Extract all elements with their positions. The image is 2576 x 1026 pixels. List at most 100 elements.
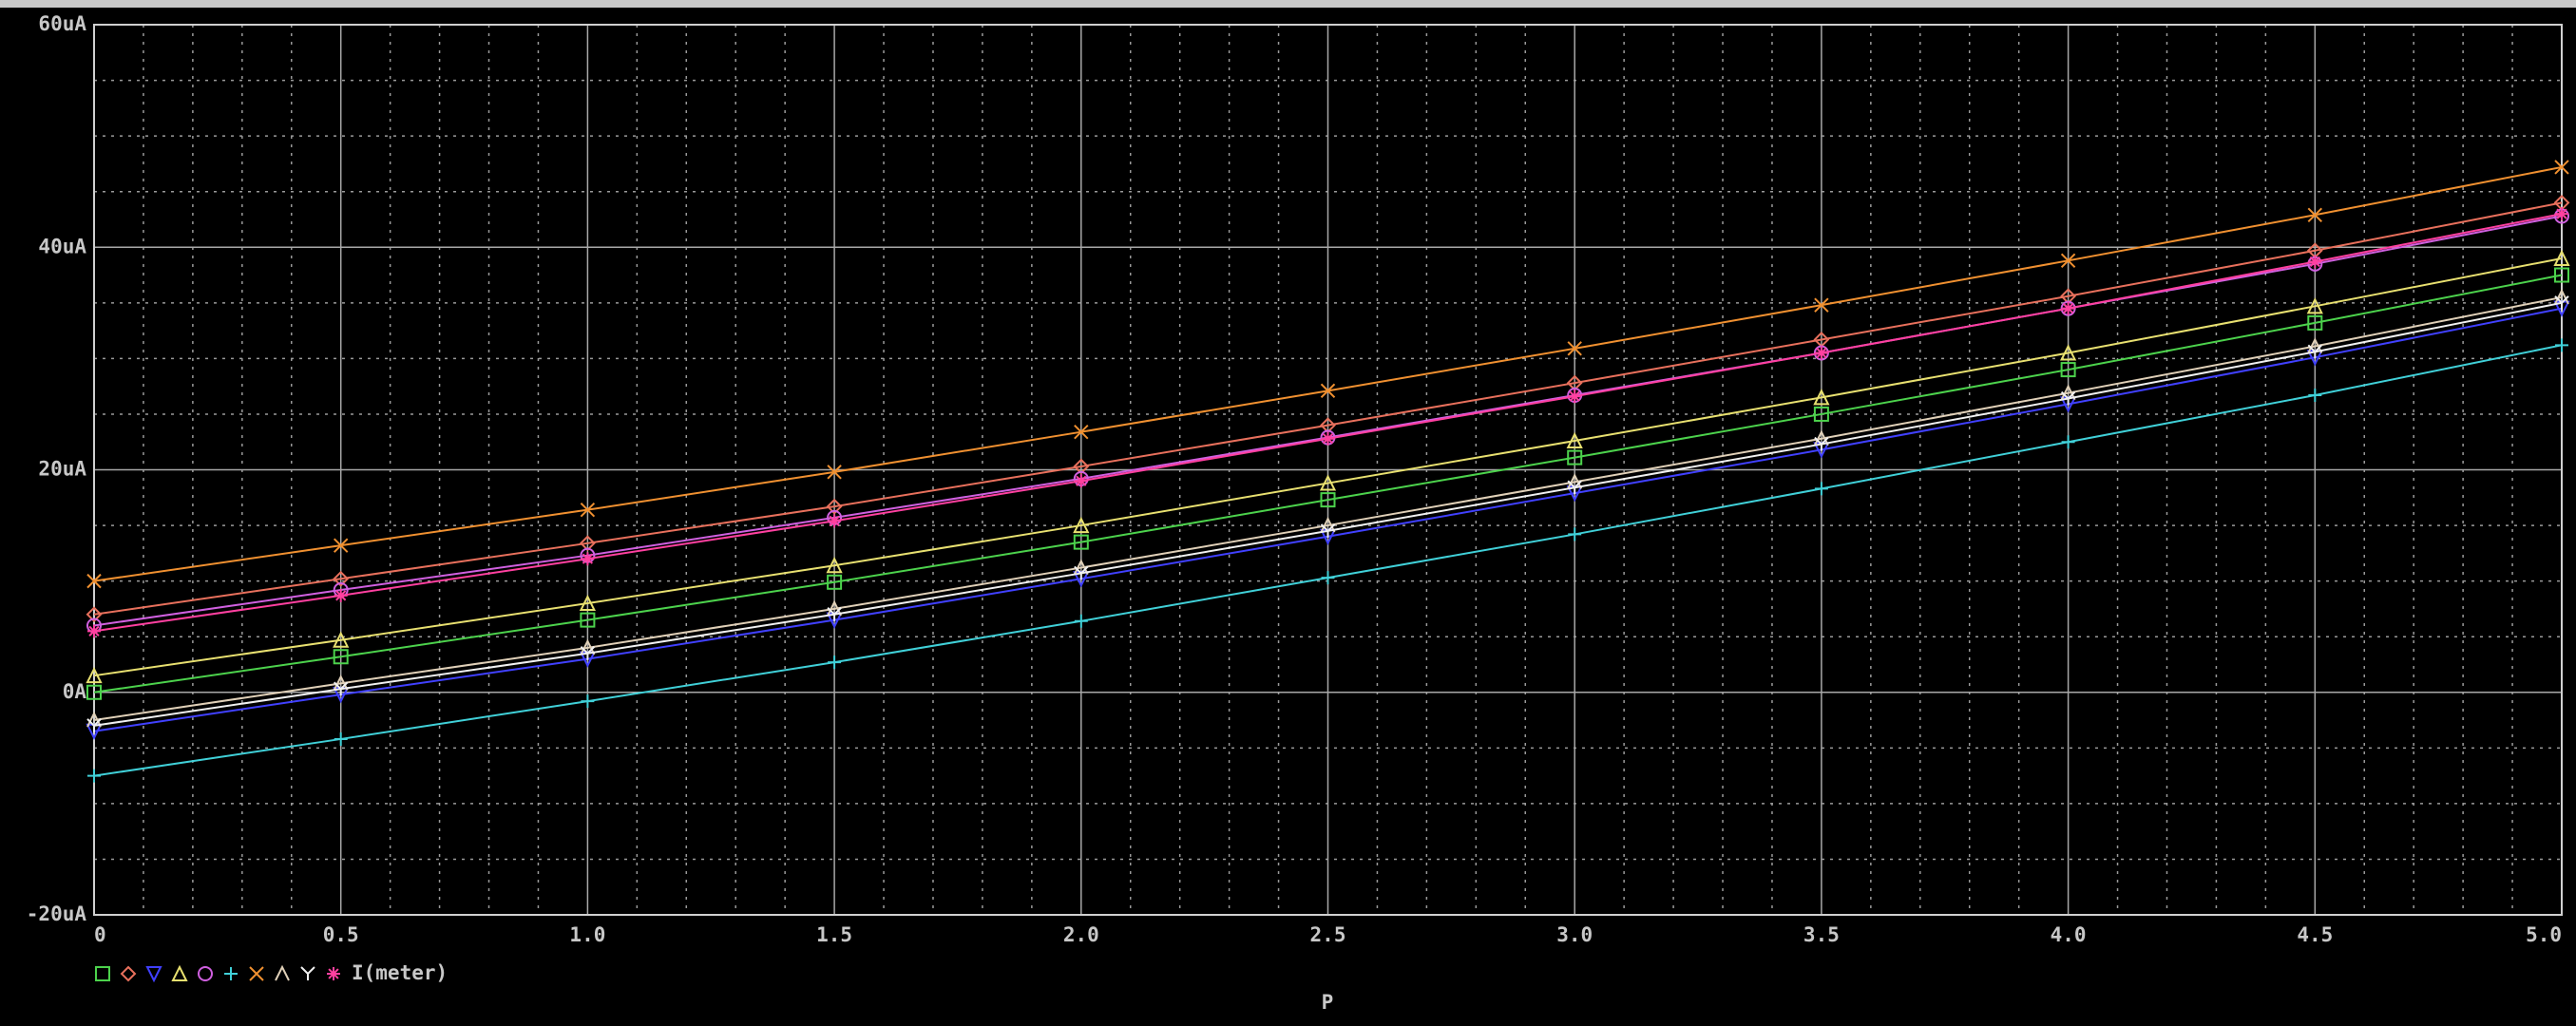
trace-line bbox=[93, 256, 2563, 677]
x-tick-label: 5.0 bbox=[2526, 923, 2562, 946]
trace-marker bbox=[828, 656, 842, 670]
plot-frame bbox=[93, 24, 2563, 916]
trace-marker bbox=[1814, 346, 1828, 360]
trace-marker bbox=[1566, 374, 1583, 391]
legend-label: I(meter) bbox=[352, 961, 448, 984]
trace-marker bbox=[579, 594, 597, 612]
legend-marker bbox=[275, 964, 290, 981]
trace-marker bbox=[1319, 474, 1337, 491]
trace-marker bbox=[1074, 614, 1088, 628]
trace-marker bbox=[1814, 297, 1829, 313]
trace-marker bbox=[333, 570, 350, 587]
trace-marker bbox=[1320, 417, 1336, 434]
trace-marker bbox=[2060, 362, 2076, 378]
trace-marker bbox=[1813, 406, 1829, 422]
trace-marker bbox=[579, 535, 596, 552]
trace-marker bbox=[334, 732, 348, 746]
trace-line bbox=[93, 274, 2563, 694]
trace-marker bbox=[2060, 253, 2076, 269]
y-tick-label: 40uA bbox=[38, 235, 86, 257]
trace-marker bbox=[1814, 436, 1829, 451]
trace-marker bbox=[333, 631, 350, 648]
trace-marker bbox=[826, 498, 843, 515]
legend-marker bbox=[145, 966, 162, 983]
trace-marker bbox=[1321, 571, 1335, 585]
y-tick-label: 0A bbox=[63, 680, 87, 703]
traces bbox=[86, 160, 2570, 783]
trace-marker bbox=[333, 649, 349, 665]
trace-marker bbox=[87, 769, 101, 783]
trace-marker bbox=[1566, 431, 1583, 449]
legend-marker bbox=[171, 964, 188, 981]
trace-marker bbox=[2060, 390, 2076, 406]
trace-marker bbox=[2061, 301, 2075, 315]
trace-line bbox=[93, 201, 2563, 616]
x-tick-label: 4.5 bbox=[2297, 923, 2333, 946]
trace-marker bbox=[827, 607, 842, 621]
trace-marker bbox=[1320, 523, 1336, 538]
trace-marker bbox=[2554, 160, 2569, 175]
trace-marker bbox=[1074, 424, 1089, 440]
trace-marker bbox=[580, 502, 596, 518]
trace-marker bbox=[827, 465, 842, 480]
legend-marker bbox=[327, 967, 340, 980]
trace-marker bbox=[827, 574, 843, 590]
trace-marker bbox=[86, 573, 102, 589]
trace-line bbox=[93, 295, 2563, 722]
legend-marker bbox=[198, 966, 213, 981]
trace-marker bbox=[1074, 565, 1089, 580]
legend-marker bbox=[120, 965, 137, 982]
trace-marker bbox=[2307, 207, 2323, 222]
trace-marker bbox=[1074, 474, 1088, 488]
y-tick-label: 20uA bbox=[38, 458, 86, 481]
trace-marker bbox=[828, 514, 842, 528]
trace-marker bbox=[1813, 389, 1830, 406]
trace-marker bbox=[2555, 207, 2568, 221]
trace-marker bbox=[2308, 389, 2322, 403]
trace-marker bbox=[1320, 383, 1336, 399]
legend-marker bbox=[224, 967, 238, 980]
trace-marker bbox=[1320, 492, 1336, 508]
trace-marker bbox=[86, 666, 103, 684]
trace-marker bbox=[1567, 480, 1582, 495]
trace-marker bbox=[333, 538, 349, 553]
x-tick-label: 2.0 bbox=[1063, 923, 1099, 946]
trace-marker bbox=[1073, 458, 1090, 475]
trace-marker bbox=[1567, 341, 1582, 356]
trace-marker bbox=[1814, 482, 1828, 496]
x-tick-label: 1.0 bbox=[569, 923, 605, 946]
trace-marker bbox=[2059, 344, 2077, 361]
trace-marker bbox=[86, 606, 103, 623]
x-tick-label: 3.5 bbox=[1803, 923, 1840, 946]
trace-marker bbox=[580, 612, 596, 628]
window-border bbox=[0, 0, 2576, 8]
legend-marker bbox=[95, 966, 110, 981]
trace-marker bbox=[2554, 295, 2569, 310]
x-tick-label: 0.5 bbox=[323, 923, 359, 946]
legend-marker bbox=[249, 966, 264, 981]
trace-marker bbox=[2061, 435, 2075, 449]
labels: 0 0.5 1.0 1.5 2.0 2.5 3.0 3.5 4.0 4.5 5.0 -20uA 0A 20… bbox=[27, 12, 2562, 984]
y-tick-label: -20uA bbox=[27, 902, 87, 925]
trace-marker bbox=[1073, 516, 1090, 534]
trace-marker bbox=[1568, 390, 1582, 404]
trace-marker bbox=[2555, 338, 2568, 352]
trace-marker bbox=[87, 624, 101, 638]
x-tick-label: 0 bbox=[94, 923, 106, 946]
trace-marker bbox=[86, 684, 102, 700]
trace-marker bbox=[1073, 534, 1089, 550]
x-tick-label: 4.0 bbox=[2051, 923, 2087, 946]
trace-marker bbox=[2553, 249, 2570, 266]
trace-marker bbox=[2308, 255, 2322, 269]
trace-marker bbox=[2306, 297, 2323, 314]
legend-marker bbox=[300, 966, 315, 980]
trace-marker bbox=[2307, 344, 2323, 359]
trace-marker bbox=[2307, 314, 2323, 331]
x-axis-label: P bbox=[1322, 991, 1334, 1014]
trace-marker bbox=[1567, 449, 1583, 466]
y-tick-label: 60uA bbox=[38, 12, 86, 35]
trace-marker bbox=[581, 694, 595, 709]
trace-marker bbox=[580, 646, 596, 660]
